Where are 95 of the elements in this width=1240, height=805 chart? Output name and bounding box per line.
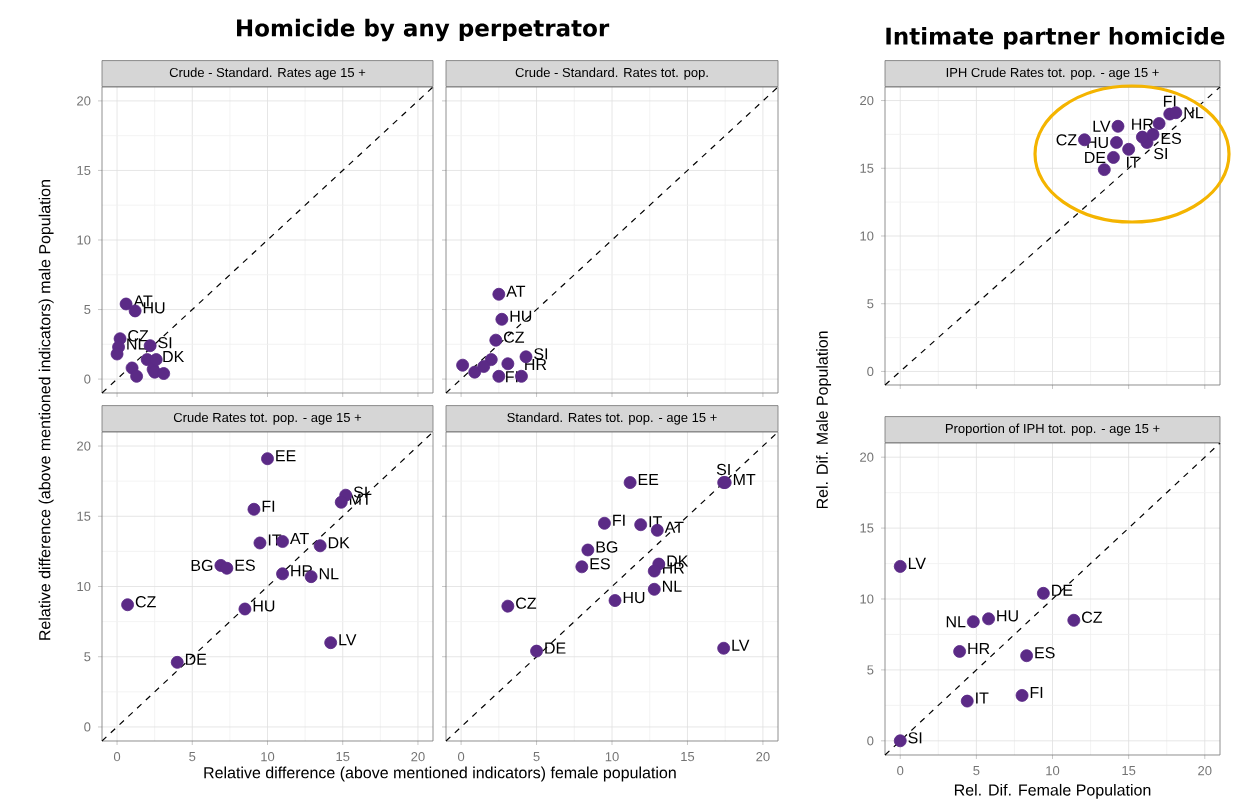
annotation: LV — [732, 639, 750, 651]
annotation: NL — [662, 580, 682, 592]
annotation: BG — [191, 559, 213, 571]
annotation: HU — [510, 310, 532, 322]
x-axis-title: Relative difference (above mentioned indicators) female population — [204, 766, 676, 782]
annotation: NL — [1184, 106, 1204, 118]
x-tick-label: 10 — [605, 751, 619, 762]
annotation: CZ — [1056, 133, 1077, 146]
y-tick-label: 5 — [84, 651, 91, 662]
x-tick-label: 15 — [336, 751, 350, 761]
annotation: NL — [319, 567, 339, 579]
x-tick-label: 10 — [261, 751, 275, 762]
annotation: BG — [596, 541, 618, 553]
annotation: SI — [158, 336, 172, 349]
y-axis-title: Rel. Dif. Male Population — [816, 331, 832, 508]
y-tick-label: 0 — [867, 366, 874, 376]
text: Homicide by any perpetrator — [237, 18, 610, 42]
x-tick-label: 15 — [681, 751, 695, 761]
annotation: LV — [908, 557, 926, 569]
y-tick-label: 20 — [860, 95, 874, 105]
y-tick-label: 20 — [77, 441, 91, 451]
annotation: DK — [163, 350, 185, 362]
annotation: CZ — [516, 597, 537, 609]
y-tick-label: 15 — [860, 523, 874, 533]
x-tick-label: 5 — [973, 765, 980, 775]
y-tick-label: 0 — [84, 374, 91, 384]
annotation: AT — [506, 285, 526, 297]
y-tick-label: 10 — [860, 231, 874, 241]
x-tick-label: 15 — [1122, 765, 1136, 775]
y-tick-label: 15 — [77, 165, 91, 175]
y-tick-label: 10 — [77, 235, 91, 245]
chart-title: Crude - Standard. Rates age 15 + — [169, 67, 366, 80]
annotation: AT — [289, 532, 309, 544]
annotation: IT — [976, 692, 989, 704]
annotation: HR — [968, 642, 990, 654]
x-tick-label: 20 — [411, 751, 425, 762]
y-tick-label: 5 — [867, 298, 874, 309]
annotation: HU — [253, 600, 275, 612]
text: Intimate partner homicide — [886, 26, 1225, 49]
y-tick-label: 10 — [860, 594, 874, 604]
chart-title: Standard. Rates tot. pop. - age 15 + — [507, 412, 717, 425]
annotation: MT — [733, 473, 756, 485]
y-tick-label: 15 — [77, 511, 91, 521]
annotation: SI — [534, 347, 548, 360]
annotation: ES — [235, 559, 255, 571]
annotation: SI — [1154, 147, 1167, 160]
annotation: FI — [613, 514, 625, 526]
annotation: HU — [997, 610, 1018, 622]
annotation: ES — [1035, 646, 1055, 659]
y-tick-label: 5 — [867, 665, 874, 675]
annotation: HR — [1132, 118, 1154, 130]
x-tick-label: 5 — [533, 751, 540, 761]
annotation: DK — [328, 537, 350, 549]
x-axis-title: Rel. Dif. Female Population — [954, 783, 1151, 799]
chart-title: Crude - Standard. Rates tot. pop. — [515, 67, 708, 80]
annotation: FI — [1030, 686, 1043, 698]
chart-title: Proportion of IPH tot. pop. - age 15 + — [945, 423, 1160, 436]
annotation: FI — [1163, 95, 1176, 107]
y-tick-label: 0 — [84, 722, 91, 732]
annotation: SI — [716, 463, 730, 475]
annotation: HU — [623, 591, 645, 603]
y-tick-label: 20 — [77, 96, 91, 106]
annotation: DE — [545, 642, 566, 654]
x-tick-label: 20 — [756, 751, 770, 762]
annotation: DE — [1085, 151, 1106, 163]
annotation: DE — [185, 653, 207, 665]
y-tick-label: 20 — [860, 452, 874, 462]
annotation: CZ — [504, 331, 525, 343]
annotation: AT — [664, 521, 684, 533]
annotation: EE — [276, 449, 296, 461]
annotation: LV — [1093, 120, 1111, 132]
x-tick-label: 20 — [1198, 765, 1212, 776]
annotation: CZ — [135, 595, 156, 608]
annotation: LV — [339, 633, 357, 645]
annotation: SI — [908, 731, 922, 744]
y-axis-title: Relative difference (above mentioned indicators) male Population — [38, 179, 54, 640]
x-tick-label: 0 — [897, 765, 904, 776]
x-tick-label: 0 — [457, 751, 465, 762]
chart-title: IPH Crude Rates tot. pop. - age 15 + — [946, 67, 1159, 80]
annotation: ES — [1161, 132, 1182, 144]
x-tick-label: 5 — [189, 751, 196, 761]
annotation: CZ — [1082, 611, 1103, 623]
x-tick-label: 0 — [113, 751, 121, 762]
annotation: IT — [1127, 156, 1140, 168]
x-tick-label: 10 — [1046, 765, 1060, 776]
y-tick-label: 5 — [84, 304, 91, 314]
annotation: EE — [638, 473, 659, 485]
annotation: ES — [590, 557, 610, 570]
y-tick-label: 0 — [867, 735, 874, 746]
y-tick-label: 15 — [860, 163, 874, 173]
chart-title: Crude Rates tot. pop. - age 15 + — [173, 412, 362, 425]
y-tick-label: 10 — [77, 581, 91, 591]
annotation: DE — [1052, 584, 1073, 596]
annotation: NL — [946, 615, 966, 627]
annotation: FI — [262, 500, 275, 512]
